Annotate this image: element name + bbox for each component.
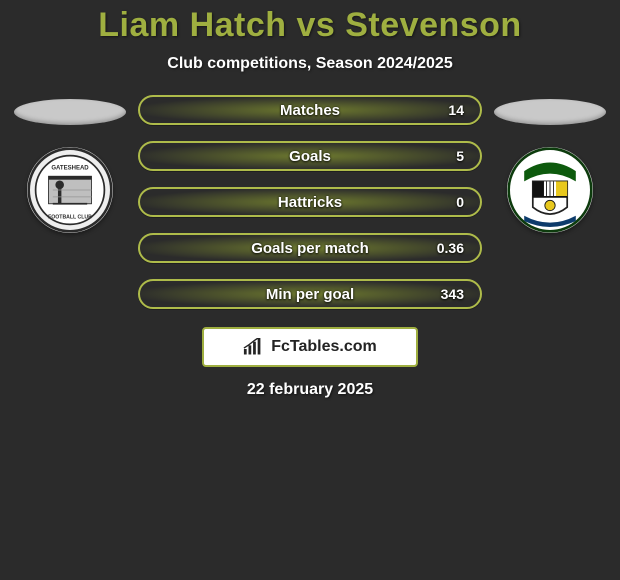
stat-row-goals: Goals 5 (138, 141, 482, 171)
brand-badge[interactable]: FcTables.com (202, 327, 418, 367)
stat-label: Goals per match (251, 240, 369, 257)
comparison-row: GATESHEAD FOOTBALL CLUB Matches 14 G (0, 95, 620, 309)
page-title: Liam Hatch vs Stevenson (0, 6, 620, 45)
right-player-col (490, 95, 610, 233)
gateshead-crest-icon: GATESHEAD FOOTBALL CLUB (27, 147, 113, 233)
brand-text: FcTables.com (271, 338, 377, 356)
stat-value: 0.36 (437, 240, 464, 256)
left-team-crest: GATESHEAD FOOTBALL CLUB (27, 147, 113, 233)
stat-row-min-per-goal: Min per goal 343 (138, 279, 482, 309)
right-avatar-placeholder (494, 99, 606, 125)
solihull-crest-icon (507, 147, 593, 233)
stat-value: 343 (441, 286, 464, 302)
stat-label: Min per goal (266, 286, 354, 303)
stat-row-goals-per-match: Goals per match 0.36 (138, 233, 482, 263)
stat-label: Matches (280, 102, 340, 119)
bars-chart-icon (243, 338, 265, 356)
stat-label: Hattricks (278, 194, 342, 211)
left-avatar-placeholder (14, 99, 126, 125)
stat-value: 5 (456, 148, 464, 164)
stat-row-hattricks: Hattricks 0 (138, 187, 482, 217)
right-team-crest (507, 147, 593, 233)
left-player-col: GATESHEAD FOOTBALL CLUB (10, 95, 130, 233)
stats-list: Matches 14 Goals 5 Hattricks 0 Goals per… (138, 95, 482, 309)
stat-label: Goals (289, 148, 331, 165)
subtitle: Club competitions, Season 2024/2025 (0, 55, 620, 73)
svg-text:FOOTBALL CLUB: FOOTBALL CLUB (48, 214, 92, 220)
footer-date: 22 february 2025 (0, 381, 620, 399)
stat-value: 14 (448, 102, 464, 118)
stat-row-matches: Matches 14 (138, 95, 482, 125)
stat-value: 0 (456, 194, 464, 210)
svg-text:GATESHEAD: GATESHEAD (51, 165, 89, 171)
